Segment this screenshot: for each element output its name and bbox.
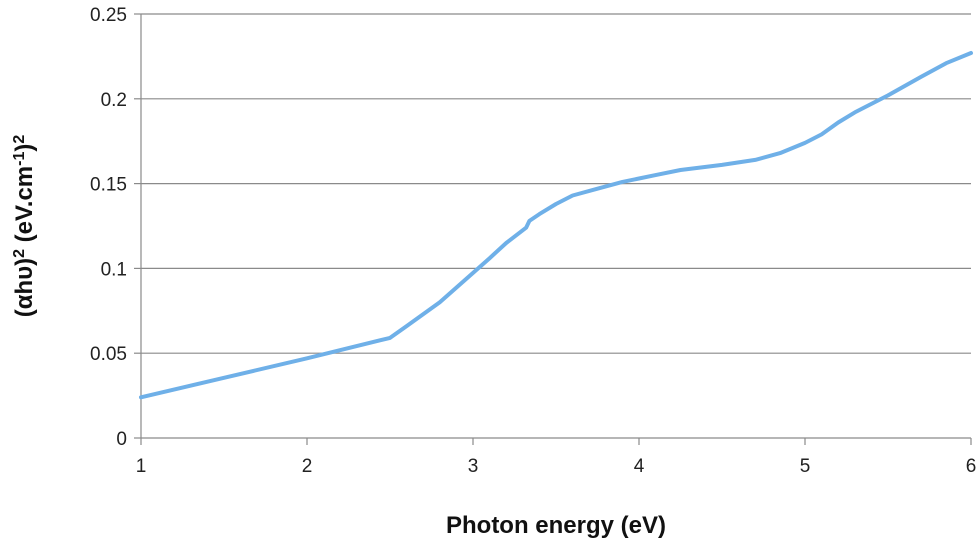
series-layer <box>139 51 973 400</box>
x-tick-label: 4 <box>634 456 645 477</box>
y-axis-title-part: ) <box>11 144 38 152</box>
y-tick-label: 0.05 <box>90 344 127 365</box>
x-tick-label: 5 <box>800 456 811 477</box>
y-tick-label: 0.1 <box>101 259 127 280</box>
y-axis-title-superscript: 2 <box>11 135 28 144</box>
x-tick-label: 3 <box>468 456 479 477</box>
y-tick-label: 0.25 <box>90 5 127 26</box>
x-tick-label: 1 <box>136 456 147 477</box>
x-tick-labels: 1 2 3 4 5 6 <box>136 456 977 477</box>
y-tick-label: 0 <box>116 429 127 450</box>
grid-lines <box>141 13 971 354</box>
y-axis-title-part: (αhυ) <box>11 258 38 317</box>
x-tick-label: 6 <box>966 456 977 477</box>
y-tick-labels: 0 0.05 0.1 0.15 0.2 0.25 <box>90 5 127 450</box>
x-tick-label: 2 <box>302 456 313 477</box>
y-axis-title-superscript: 2 <box>11 249 28 258</box>
series-line <box>139 51 973 400</box>
y-tick-label: 0.2 <box>101 90 127 111</box>
y-axis-title-part: (eV.cm <box>11 166 38 249</box>
y-axis-title-superscript: -1 <box>11 152 28 166</box>
x-axis-title: Photon energy (eV) <box>446 512 666 539</box>
y-axis-title: (αhυ)2 (eV.cm-1)2 <box>11 135 39 318</box>
axes <box>134 13 972 445</box>
y-tick-label: 0.15 <box>90 175 127 196</box>
